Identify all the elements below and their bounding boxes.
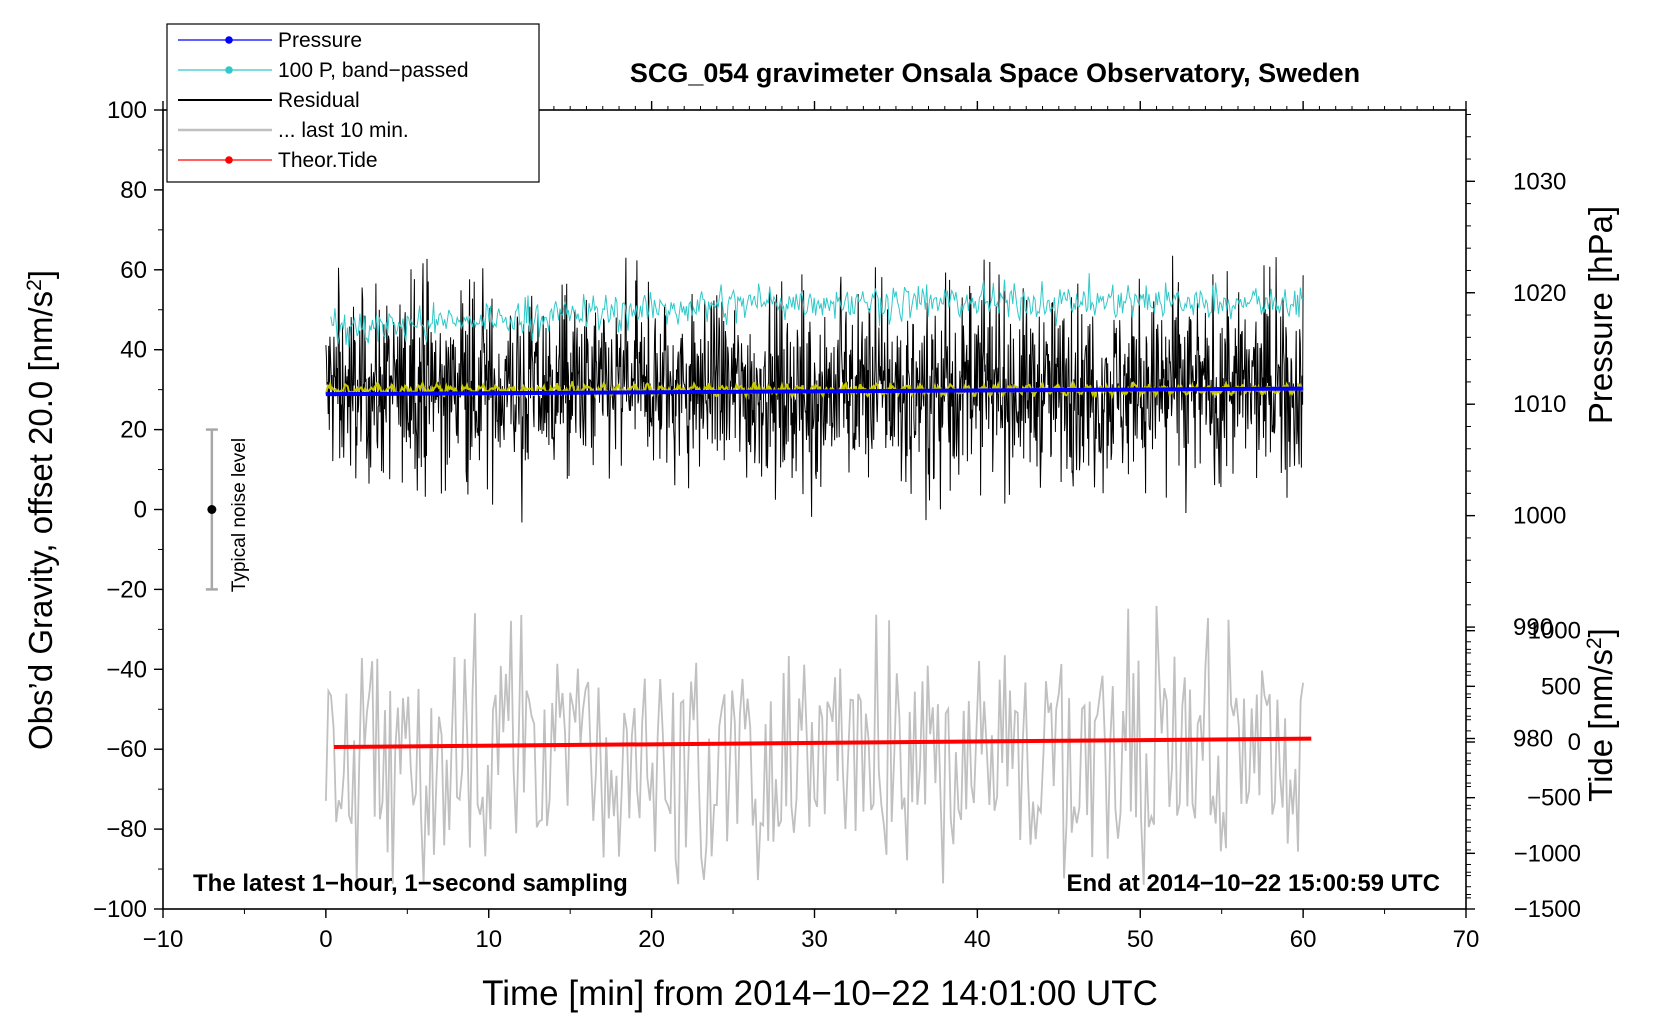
x-tick-label: −10 <box>143 926 184 953</box>
legend-items: Pressure 100 P, band−passed Residual ... la… <box>178 29 469 172</box>
y-tick-label: −80 <box>106 816 147 843</box>
noise-label: Typical noise level <box>229 438 250 592</box>
tide-tick-label: −1000 <box>1514 840 1581 867</box>
pressure-tick-label: 1010 <box>1513 391 1566 418</box>
y-tick-label: −60 <box>106 736 147 763</box>
noise-bar-center <box>207 505 217 514</box>
x-tick-label: 10 <box>475 926 502 953</box>
legend-label: 100 P, band−passed <box>278 59 469 82</box>
tide-tick-label: 1000 <box>1528 618 1581 645</box>
series-layer <box>324 255 1312 885</box>
y-axis-pressure: 980 990 1000 1010 1020 1030 <box>1466 113 1566 896</box>
tide-tick-label: −1500 <box>1514 896 1581 923</box>
legend-label: Theor.Tide <box>278 149 378 172</box>
y-axis-label-gravity: Obs’d Gravity, offset 20.0 [nm/s2] <box>22 270 59 750</box>
pressure-tick-label: 1030 <box>1513 168 1566 195</box>
y-axis-label-gravity-close: ] <box>22 270 59 279</box>
tide-tick-label: 0 <box>1568 729 1581 756</box>
y-tick-label: −40 <box>106 656 147 683</box>
y-tick-label: 40 <box>120 337 147 364</box>
theor-tide-series <box>334 736 1312 750</box>
legend-swatch-marker <box>225 36 233 44</box>
pressure-tick-label: 1000 <box>1513 503 1566 530</box>
y-axis-label-gravity-text: Obs’d Gravity, offset 20.0 [nm/s <box>22 291 59 750</box>
legend-label: ... last 10 min. <box>278 119 409 142</box>
y-axis-label-pressure: Pressure [hPa] <box>1582 206 1619 424</box>
y-axis-label-gravity-sup: 2 <box>23 279 46 291</box>
legend: Pressure 100 P, band−passed Residual ... la… <box>166 23 540 183</box>
pressure-tick-label: 980 <box>1513 726 1553 753</box>
y-axis-label-tide: Tide [nm/s2] <box>1582 628 1619 802</box>
y-tick-label: 60 <box>120 257 147 284</box>
pressure-series <box>325 386 1304 397</box>
x-tick-label: 40 <box>964 926 991 953</box>
x-axis-label: Time [min] from 2014−10−22 14:01:00 UTC <box>482 974 1158 1013</box>
tide-tick-label: −500 <box>1527 785 1581 812</box>
x-tick-label: 20 <box>638 926 665 953</box>
y-axis-gravity: −100 −80 −60 −40 −20 0 20 40 60 80 100 <box>93 97 163 923</box>
y-axis-label-tide-text: Tide [nm/s <box>1582 649 1619 802</box>
x-tick-label: 70 <box>1453 926 1480 953</box>
legend-label: Pressure <box>278 29 362 52</box>
y-axis-label-tide-sup: 2 <box>1583 637 1606 649</box>
legend-label: Residual <box>278 89 360 112</box>
y-tick-label: −20 <box>106 576 147 603</box>
y-tick-label: 0 <box>134 497 147 524</box>
noise-level-marker <box>205 428 218 591</box>
x-tick-label: 50 <box>1127 926 1154 953</box>
pressure-tick-label: 990 <box>1513 614 1553 641</box>
y-axis-tide: −1500 −1000 −500 0 500 1000 <box>1466 618 1581 923</box>
y-axis-label-tide-close: ] <box>1582 628 1619 637</box>
annotation-latest-hour: The latest 1−hour, 1−second sampling <box>193 870 628 897</box>
legend-box <box>166 23 540 183</box>
x-axis: −10 0 10 20 30 40 50 60 70 <box>143 101 1480 953</box>
x-tick-label: 60 <box>1290 926 1317 953</box>
tide-tick-label: 500 <box>1541 673 1581 700</box>
legend-swatch-marker <box>225 66 233 74</box>
y-tick-label: 80 <box>120 177 147 204</box>
last-10-min-series <box>325 605 1304 885</box>
bandpassed-pressure-series <box>330 273 1304 348</box>
chart-title: SCG_054 gravimeter Onsala Space Observat… <box>630 58 1360 88</box>
x-tick-label: 30 <box>801 926 828 953</box>
annotation-end-time: End at 2014−10−22 15:00:59 UTC <box>1066 870 1440 897</box>
y-tick-label: 20 <box>120 417 147 444</box>
x-tick-label: 0 <box>319 926 332 953</box>
y-tick-label: −100 <box>93 896 147 923</box>
legend-swatch-marker <box>225 156 233 164</box>
y-tick-label: 100 <box>107 97 147 124</box>
pressure-tick-label: 1020 <box>1513 280 1566 307</box>
